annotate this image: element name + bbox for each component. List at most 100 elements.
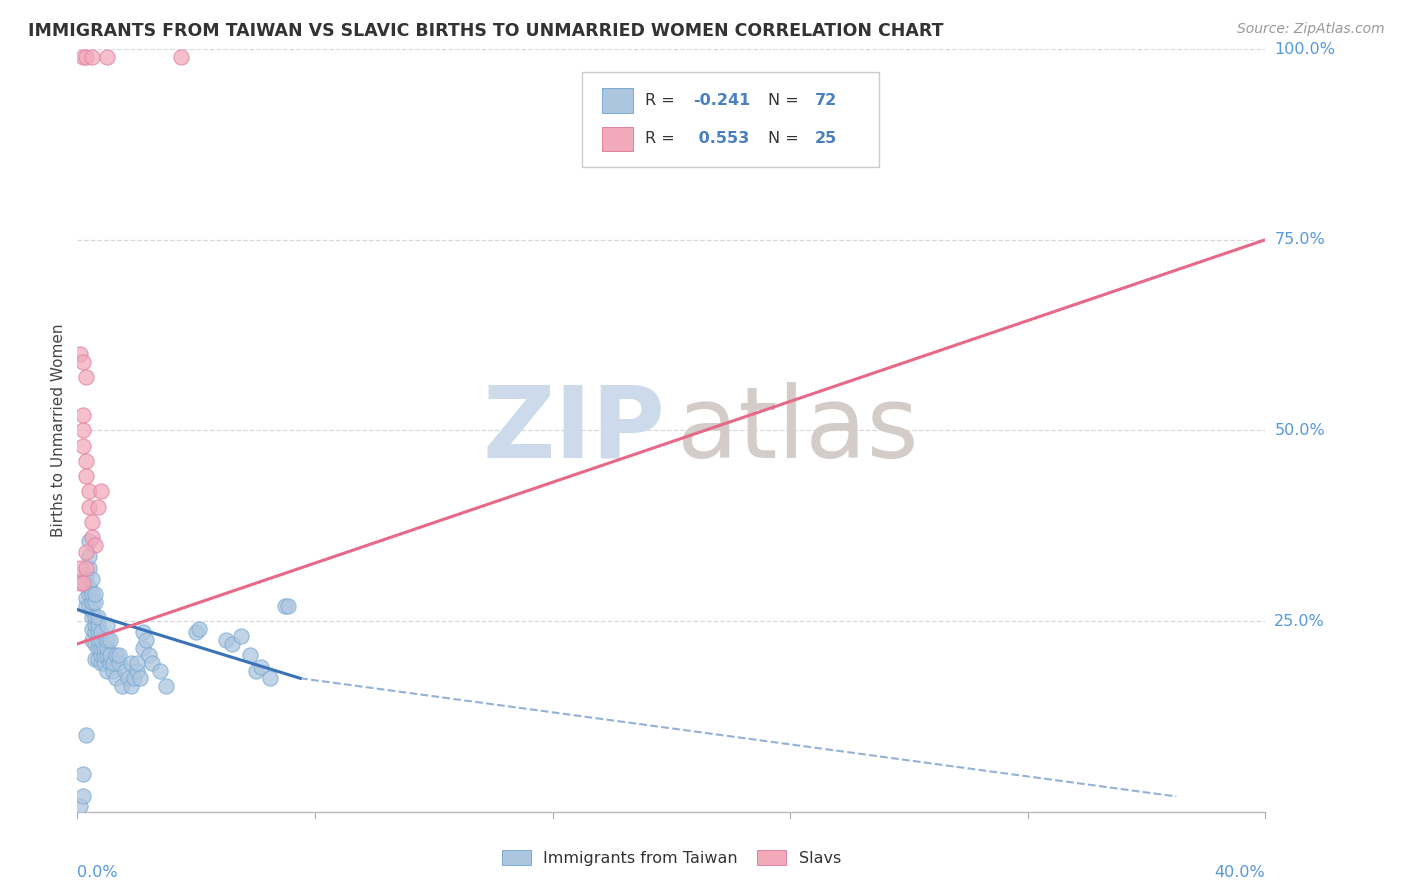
Point <box>82 515 104 529</box>
Point <box>72 50 94 64</box>
Point <box>104 671 127 685</box>
Point <box>96 640 118 655</box>
Text: 40.0%: 40.0% <box>1215 865 1265 880</box>
Point <box>96 633 118 648</box>
Point <box>277 599 299 613</box>
Point <box>141 656 163 670</box>
Point <box>75 50 97 64</box>
Point <box>82 587 104 601</box>
Point <box>75 599 97 613</box>
Point <box>87 633 110 648</box>
Point <box>108 648 131 663</box>
Text: R =: R = <box>645 93 681 108</box>
Point <box>75 568 97 582</box>
Point <box>72 408 94 422</box>
Text: N =: N = <box>768 93 803 108</box>
Point <box>72 355 94 369</box>
Text: N =: N = <box>768 131 803 146</box>
Point <box>274 599 297 613</box>
Point <box>90 656 112 670</box>
Point <box>82 572 104 586</box>
Point <box>69 576 91 591</box>
Point <box>229 629 252 643</box>
Point <box>101 664 124 678</box>
Point <box>149 664 172 678</box>
Point <box>75 576 97 591</box>
Point <box>75 370 97 384</box>
Point <box>87 652 110 666</box>
Point <box>72 789 94 804</box>
Point <box>84 595 107 609</box>
Point <box>96 664 118 678</box>
Point <box>93 648 115 663</box>
Point <box>90 633 112 648</box>
Point <box>77 549 100 564</box>
Point <box>87 618 110 632</box>
Point <box>131 640 153 655</box>
Point <box>188 622 211 636</box>
Point <box>75 728 97 742</box>
Text: 50.0%: 50.0% <box>1274 423 1324 438</box>
Point <box>120 679 142 693</box>
Point <box>82 530 104 544</box>
Point <box>245 664 267 678</box>
Point <box>96 50 118 64</box>
Point <box>77 599 100 613</box>
Point <box>84 538 107 552</box>
Point <box>72 766 94 780</box>
Point <box>98 656 121 670</box>
Point <box>250 660 273 674</box>
Bar <box>602 88 633 112</box>
Point <box>69 347 91 361</box>
Point <box>69 560 91 574</box>
Point <box>259 671 281 685</box>
Point <box>84 618 107 632</box>
Point <box>77 587 100 601</box>
Point <box>69 798 91 813</box>
Point <box>90 484 112 499</box>
Point <box>72 576 94 591</box>
Point <box>120 656 142 670</box>
Text: R =: R = <box>645 131 681 146</box>
Point <box>125 656 148 670</box>
Point <box>84 587 107 601</box>
Point <box>84 625 107 640</box>
Point <box>75 469 97 483</box>
Point <box>82 622 104 636</box>
Point <box>82 610 104 624</box>
Text: IMMIGRANTS FROM TAIWAN VS SLAVIC BIRTHS TO UNMARRIED WOMEN CORRELATION CHART: IMMIGRANTS FROM TAIWAN VS SLAVIC BIRTHS … <box>28 22 943 40</box>
Point <box>93 640 115 655</box>
Point <box>87 610 110 624</box>
Point <box>82 602 104 616</box>
Text: 0.553: 0.553 <box>693 131 749 146</box>
Point <box>96 618 118 632</box>
Point <box>114 664 136 678</box>
Point <box>90 648 112 663</box>
Point <box>221 637 243 651</box>
Point <box>93 656 115 670</box>
Point <box>98 633 121 648</box>
Point <box>122 671 145 685</box>
Point <box>125 664 148 678</box>
Point <box>82 633 104 648</box>
Point <box>101 656 124 670</box>
Point <box>77 560 100 574</box>
Point <box>87 625 110 640</box>
FancyBboxPatch shape <box>582 72 879 168</box>
Point <box>90 625 112 640</box>
Text: 25.0%: 25.0% <box>1274 614 1324 629</box>
Point <box>96 648 118 663</box>
Point <box>84 652 107 666</box>
Text: 100.0%: 100.0% <box>1274 42 1336 56</box>
Point <box>104 648 127 663</box>
Point <box>138 648 160 663</box>
Text: atlas: atlas <box>678 382 920 479</box>
Point <box>75 591 97 606</box>
Point <box>77 484 100 499</box>
Point <box>170 50 193 64</box>
Point <box>131 625 153 640</box>
Point <box>108 656 131 670</box>
Legend: Immigrants from Taiwan, Slavs: Immigrants from Taiwan, Slavs <box>495 844 848 872</box>
Point <box>128 671 150 685</box>
Point <box>186 625 208 640</box>
